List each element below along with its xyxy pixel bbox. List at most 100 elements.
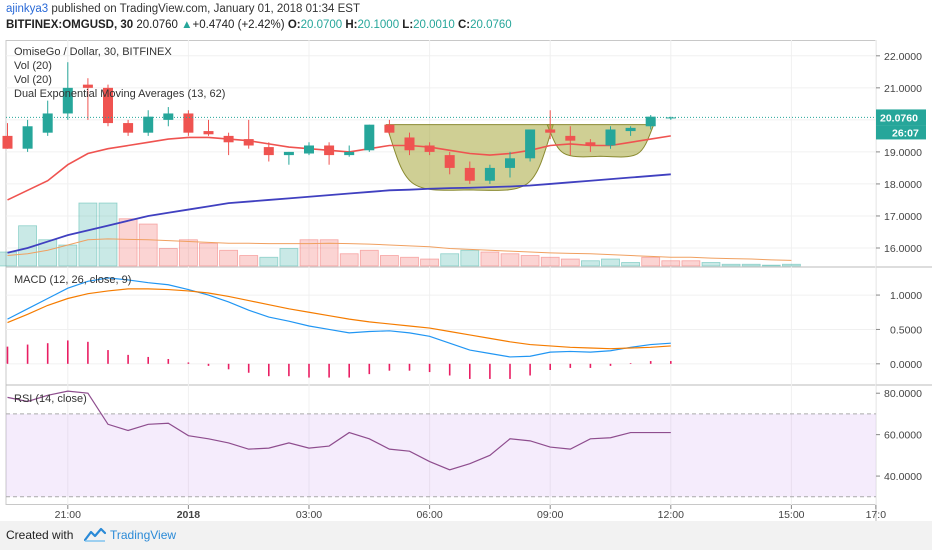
volume-bar[interactable] <box>460 249 480 267</box>
candle[interactable] <box>645 115 656 130</box>
candle[interactable] <box>364 124 375 152</box>
candle[interactable] <box>404 132 415 156</box>
candle[interactable] <box>22 119 33 152</box>
volume-bar[interactable] <box>661 260 681 267</box>
candle-body <box>82 84 93 88</box>
volume-bar[interactable] <box>440 253 460 267</box>
candle[interactable] <box>283 151 294 165</box>
candle[interactable] <box>42 100 53 136</box>
volume-bar[interactable] <box>359 249 379 267</box>
price-pane[interactable]: 16.000017.000018.000019.000020.000021.00… <box>0 46 926 267</box>
candle[interactable] <box>223 132 234 156</box>
volume-bar[interactable] <box>741 263 761 267</box>
volume-bar[interactable] <box>178 239 198 267</box>
rsi-pane[interactable]: 40.0000 60.0000 80.0000 RSI (14, close) <box>6 388 922 498</box>
volume-bar[interactable] <box>621 262 640 267</box>
candle[interactable] <box>605 126 616 149</box>
candle-body <box>424 145 435 152</box>
candle-body <box>62 87 73 114</box>
candle-body <box>243 139 254 146</box>
candle[interactable] <box>163 107 174 127</box>
cup-pattern-shape[interactable] <box>546 124 655 158</box>
publish-line: ajinkya3 published on TradingView.com, J… <box>6 3 360 15</box>
candle[interactable] <box>143 110 154 136</box>
tradingview-brand[interactable]: TradingView <box>110 528 177 542</box>
volume-bar[interactable] <box>681 260 701 267</box>
volume-bar[interactable] <box>701 262 721 267</box>
candle[interactable] <box>525 129 536 162</box>
candle-body <box>665 117 676 119</box>
chart-canvas[interactable]: 16.000017.000018.000019.000020.000021.00… <box>0 40 932 521</box>
volume-bar[interactable] <box>259 256 279 267</box>
volume-bar[interactable] <box>601 258 620 267</box>
volume-bar[interactable] <box>641 256 661 267</box>
candle[interactable] <box>505 151 515 178</box>
candle[interactable] <box>203 119 214 136</box>
volume-bar[interactable] <box>138 223 158 267</box>
candle[interactable] <box>304 142 314 156</box>
volume-bar[interactable] <box>78 202 98 267</box>
volume-bar[interactable] <box>219 249 239 267</box>
dema-fast-line[interactable] <box>7 135 671 201</box>
volume-bar[interactable] <box>721 263 741 267</box>
author-link[interactable]: ajinkya3 <box>6 3 49 15</box>
macd-pane[interactable]: 0.0000 0.5000 1.0000 MACD (12, 26, close, 9… <box>6 274 922 379</box>
candle[interactable] <box>82 78 93 120</box>
volume-bar[interactable] <box>199 242 218 267</box>
volume-bar[interactable] <box>520 255 540 267</box>
candle[interactable] <box>103 84 113 127</box>
candle[interactable] <box>484 164 495 184</box>
volume-bar[interactable] <box>480 251 500 267</box>
volume-bar[interactable] <box>379 255 399 267</box>
candle[interactable] <box>183 110 194 136</box>
candle-body <box>123 123 134 133</box>
candle-body <box>384 124 395 133</box>
candle[interactable] <box>424 142 435 156</box>
candle[interactable] <box>444 151 455 175</box>
volume-bar[interactable] <box>581 260 600 267</box>
candle-body <box>484 167 495 181</box>
volume-bar[interactable] <box>761 264 781 267</box>
candle[interactable] <box>62 62 73 120</box>
candle[interactable] <box>2 123 13 149</box>
candle[interactable] <box>243 119 254 149</box>
volume-bar[interactable] <box>540 256 560 267</box>
volume-bar[interactable] <box>560 258 580 267</box>
candle[interactable] <box>585 139 596 152</box>
candle[interactable] <box>545 110 556 140</box>
dema-slow-line[interactable] <box>7 173 671 254</box>
candle[interactable] <box>464 161 475 184</box>
volume-bar[interactable] <box>500 253 520 267</box>
volume-bar[interactable] <box>0 251 17 267</box>
candle[interactable] <box>324 142 335 165</box>
candle[interactable] <box>384 119 395 135</box>
volume-bar[interactable] <box>400 256 419 267</box>
candle[interactable] <box>625 126 636 136</box>
volume-bar[interactable] <box>98 202 118 267</box>
volume-bar[interactable] <box>279 248 299 267</box>
volume-bar[interactable] <box>319 239 339 267</box>
last-price: 20.0760 <box>136 19 178 31</box>
signal-line[interactable] <box>7 288 671 350</box>
volume-bar[interactable] <box>299 239 319 267</box>
candle[interactable] <box>344 145 355 157</box>
volume-bar[interactable] <box>339 253 359 267</box>
volume-bar[interactable] <box>58 244 78 267</box>
candle-body <box>404 137 415 151</box>
candle[interactable] <box>123 119 134 136</box>
volume-bar[interactable] <box>38 239 58 267</box>
time-tick-label: 2018 <box>177 509 201 521</box>
time-axis[interactable]: 21:00 2018 03:00 06:00 09:00 12:00 15:00 17:0 <box>55 505 887 521</box>
candle[interactable] <box>665 116 676 120</box>
time-tick-label: 21:00 <box>55 509 81 521</box>
candle[interactable] <box>565 126 576 156</box>
macd-line[interactable] <box>7 277 671 358</box>
volume-bar[interactable] <box>782 263 801 267</box>
volume-bar[interactable] <box>239 255 259 267</box>
volume-bar[interactable] <box>420 258 440 267</box>
candle[interactable] <box>263 142 274 162</box>
volume-bar[interactable] <box>158 248 178 267</box>
rsi-line[interactable] <box>7 390 671 471</box>
volume-bar[interactable] <box>118 218 138 267</box>
cup-pattern-shape[interactable] <box>385 124 554 191</box>
